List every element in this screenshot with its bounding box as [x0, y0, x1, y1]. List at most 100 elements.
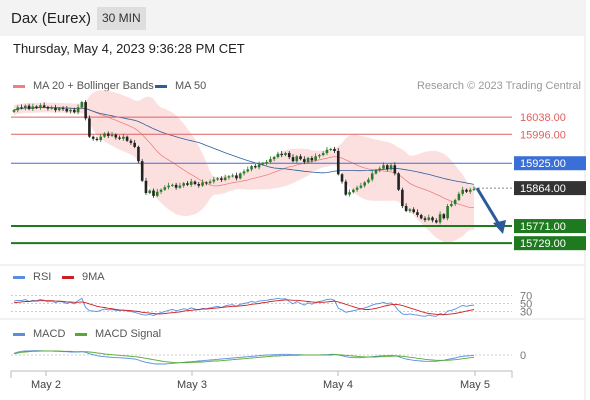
candle — [397, 173, 400, 190]
candle — [31, 106, 35, 109]
candle — [201, 182, 204, 186]
candle — [235, 175, 238, 179]
candle — [144, 180, 148, 193]
candle — [318, 155, 321, 157]
candle — [65, 108, 69, 112]
candle — [344, 181, 348, 195]
candle — [303, 159, 306, 162]
candle — [110, 134, 114, 136]
candle — [114, 134, 118, 138]
candle — [321, 153, 325, 156]
level-label: 15729.00 — [520, 238, 566, 250]
candle — [427, 217, 431, 220]
candle — [382, 165, 385, 169]
candle — [91, 136, 95, 139]
candle — [246, 169, 250, 172]
macd-tick-label: 0 — [520, 350, 526, 362]
price-legend-ma20: MA 20 + Bollinger Bands — [13, 80, 154, 92]
candle — [148, 190, 152, 193]
candle — [295, 156, 299, 162]
candle — [163, 187, 167, 190]
candle — [450, 204, 453, 207]
candle — [269, 159, 272, 162]
candle — [416, 212, 419, 216]
candle — [310, 157, 314, 161]
candle — [257, 164, 261, 168]
candle — [325, 149, 329, 154]
candle — [472, 188, 476, 190]
x-tick-label: May 5 — [460, 379, 490, 391]
rsi9ma-swatch — [62, 275, 74, 279]
candle — [468, 189, 472, 192]
candle — [152, 190, 155, 196]
x-tick-label: May 2 — [31, 379, 61, 391]
candle — [442, 214, 446, 219]
candle — [276, 153, 280, 158]
candle — [88, 118, 91, 137]
candle — [212, 179, 216, 182]
candle — [80, 102, 84, 108]
price-legend-ma50: MA 50 — [155, 80, 206, 92]
rsi9ma-legend-label: 9MA — [82, 271, 105, 283]
candle — [174, 184, 178, 188]
candle — [182, 183, 185, 186]
candle — [46, 106, 50, 109]
rsi-tick-label: 50 — [520, 299, 532, 311]
rsi-9ma-line — [13, 299, 475, 316]
forecast-arrow — [475, 187, 502, 227]
level-label: 15771.00 — [520, 221, 566, 233]
candle — [401, 189, 404, 207]
candle — [348, 192, 351, 195]
macd-swatch — [13, 332, 25, 336]
ma50-legend-label: MA 50 — [175, 80, 207, 92]
level-label: 15864.00 — [520, 183, 566, 195]
candle — [434, 220, 438, 223]
rsi-legend-rsi: RSI — [13, 271, 51, 283]
x-tick-label: May 3 — [177, 379, 207, 391]
macd-signal-legend-label: MACD Signal — [95, 328, 162, 340]
candle — [333, 148, 336, 151]
candle — [69, 109, 72, 112]
candle — [54, 107, 57, 111]
candle — [291, 157, 295, 162]
candle — [193, 181, 197, 185]
candle — [393, 165, 397, 174]
macd-legend-label: MACD — [33, 328, 66, 340]
candle — [284, 153, 287, 156]
candle — [35, 106, 38, 108]
candle — [412, 209, 415, 213]
candle — [73, 109, 76, 113]
candle — [76, 107, 80, 113]
macd-signal-line — [13, 350, 475, 364]
candle — [189, 181, 193, 185]
candle — [122, 136, 125, 139]
macd-signal-swatch — [75, 332, 87, 336]
candle — [363, 182, 366, 186]
candle — [280, 153, 284, 156]
candle — [299, 156, 302, 160]
rsi-line — [13, 297, 475, 317]
candle — [155, 191, 159, 196]
candle — [461, 189, 464, 194]
candle — [61, 108, 65, 110]
candle — [103, 133, 106, 137]
candle — [208, 181, 212, 184]
ma50-swatch — [155, 84, 167, 88]
forecast-arrow-head — [493, 220, 506, 235]
candle — [314, 156, 317, 161]
ma20-legend-label: MA 20 + Bollinger Bands — [33, 80, 154, 92]
macd-legend-macd: MACD — [13, 328, 65, 340]
candle — [118, 137, 121, 139]
candle — [408, 209, 412, 211]
candle — [238, 173, 242, 179]
candle — [404, 206, 408, 211]
interval-selector[interactable]: 30 MIN — [97, 7, 146, 30]
level-tag — [514, 156, 586, 171]
level-tag — [514, 236, 586, 251]
ma20-swatch — [13, 84, 25, 88]
candle — [84, 102, 87, 119]
candle — [431, 217, 434, 221]
candle — [220, 178, 223, 180]
timestamp: Thursday, May 4, 2023 9:36:28 PM CET — [13, 41, 245, 56]
candle — [385, 165, 389, 170]
